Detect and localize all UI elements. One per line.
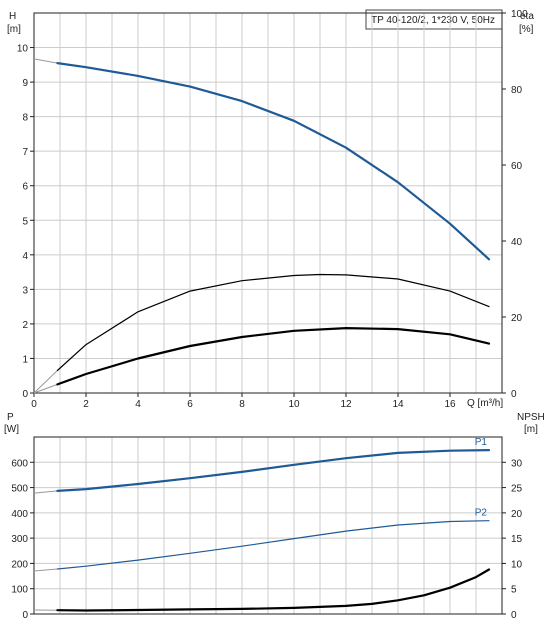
top-x-tick-label: 0 — [31, 399, 37, 410]
bottom-series-label-p1: P1 — [475, 437, 488, 448]
npsh-axis-unit: [m] — [524, 424, 538, 435]
bottom-right-tick-label: 15 — [511, 534, 523, 545]
top-right-tick-label: 20 — [511, 313, 523, 324]
top-right-tick-label: 40 — [511, 237, 523, 248]
bottom-right-tick-label: 5 — [511, 585, 517, 596]
bottom-left-tick-label: 300 — [11, 534, 28, 545]
bottom-left-tick-label: 600 — [11, 458, 28, 469]
bottom-series-1-line — [56, 520, 490, 570]
flow-axis-label: Q [m³/h] — [467, 398, 503, 409]
top-left-tick-label: 9 — [22, 78, 28, 89]
top-x-tick-label: 4 — [135, 399, 141, 410]
head-axis-name: H — [9, 11, 16, 22]
npsh-axis-name: NPSH — [517, 412, 545, 423]
top-left-tick-label: 3 — [22, 285, 28, 296]
top-plot-frame — [33, 12, 503, 394]
bottom-left-tick-label: 500 — [11, 484, 28, 495]
top-left-tick-label: 4 — [22, 251, 28, 262]
top-x-tick-label: 16 — [444, 399, 456, 410]
bottom-series-2-line — [56, 568, 491, 612]
top-x-tick-label: 12 — [340, 399, 352, 410]
top-series-0-extension — [33, 58, 58, 64]
top-left-tick-label: 10 — [17, 44, 29, 55]
top-series-1-extension — [33, 370, 58, 394]
top-left-tick-label: 0 — [22, 389, 28, 400]
top-x-tick-label: 2 — [83, 399, 89, 410]
bottom-series-label-p2: P2 — [475, 508, 488, 519]
bottom-left-tick-label: 400 — [11, 509, 28, 520]
bottom-right-tick-label: 10 — [511, 559, 523, 570]
bottom-series-1-extension — [33, 568, 58, 572]
top-right-tick-label: 80 — [511, 85, 523, 96]
bottom-series-0-line — [56, 449, 491, 492]
top-left-tick-label: 5 — [22, 216, 28, 227]
eta-axis-name: eta — [520, 11, 534, 22]
power-axis-unit: [W] — [4, 424, 19, 435]
top-right-tick-label: 100 — [511, 9, 528, 20]
chart-title: TP 40-120/2, 1*230 V, 50Hz — [371, 15, 495, 26]
bottom-series-0-extension — [33, 490, 58, 494]
top-x-tick-label: 10 — [288, 399, 300, 410]
eta-axis-unit: [%] — [519, 24, 534, 35]
top-series-2-line — [56, 327, 491, 386]
bottom-right-tick-label: 25 — [511, 484, 523, 495]
power-npsh-panel: P [W] NPSH [m] 0 100 200 300 400 500 600 0 5 10 15… — [4, 412, 545, 621]
bottom-right-tick-label: 20 — [511, 509, 523, 520]
bottom-left-tick-label: 200 — [11, 559, 28, 570]
bottom-plot-frame — [33, 436, 503, 615]
bottom-left-tick-label: 100 — [11, 585, 28, 596]
top-series-2-extension — [33, 383, 58, 394]
head-axis-unit: [m] — [7, 24, 21, 35]
bottom-right-tick-label: 30 — [511, 458, 523, 469]
power-axis-name: P — [7, 412, 14, 423]
top-left-tick-label: 7 — [22, 147, 28, 158]
top-left-tick-label: 6 — [22, 182, 28, 193]
top-x-tick-label: 14 — [392, 399, 404, 410]
top-left-tick-label: 1 — [22, 354, 28, 365]
head-efficiency-panel: H [m] eta [%] Q [m³/h] TP 40-120/2, 1*23… — [7, 9, 534, 410]
top-x-tick-label: 6 — [187, 399, 193, 410]
bottom-left-tick-label: 0 — [22, 610, 28, 621]
top-left-tick-label: 2 — [22, 320, 28, 331]
top-left-tick-label: 8 — [22, 113, 28, 124]
top-right-tick-label: 0 — [511, 389, 517, 400]
top-series-0-line — [56, 61, 491, 261]
top-right-tick-label: 60 — [511, 161, 523, 172]
bottom-right-tick-label: 0 — [511, 610, 517, 621]
top-x-tick-label: 8 — [239, 399, 245, 410]
top-series-1-line — [56, 273, 490, 372]
